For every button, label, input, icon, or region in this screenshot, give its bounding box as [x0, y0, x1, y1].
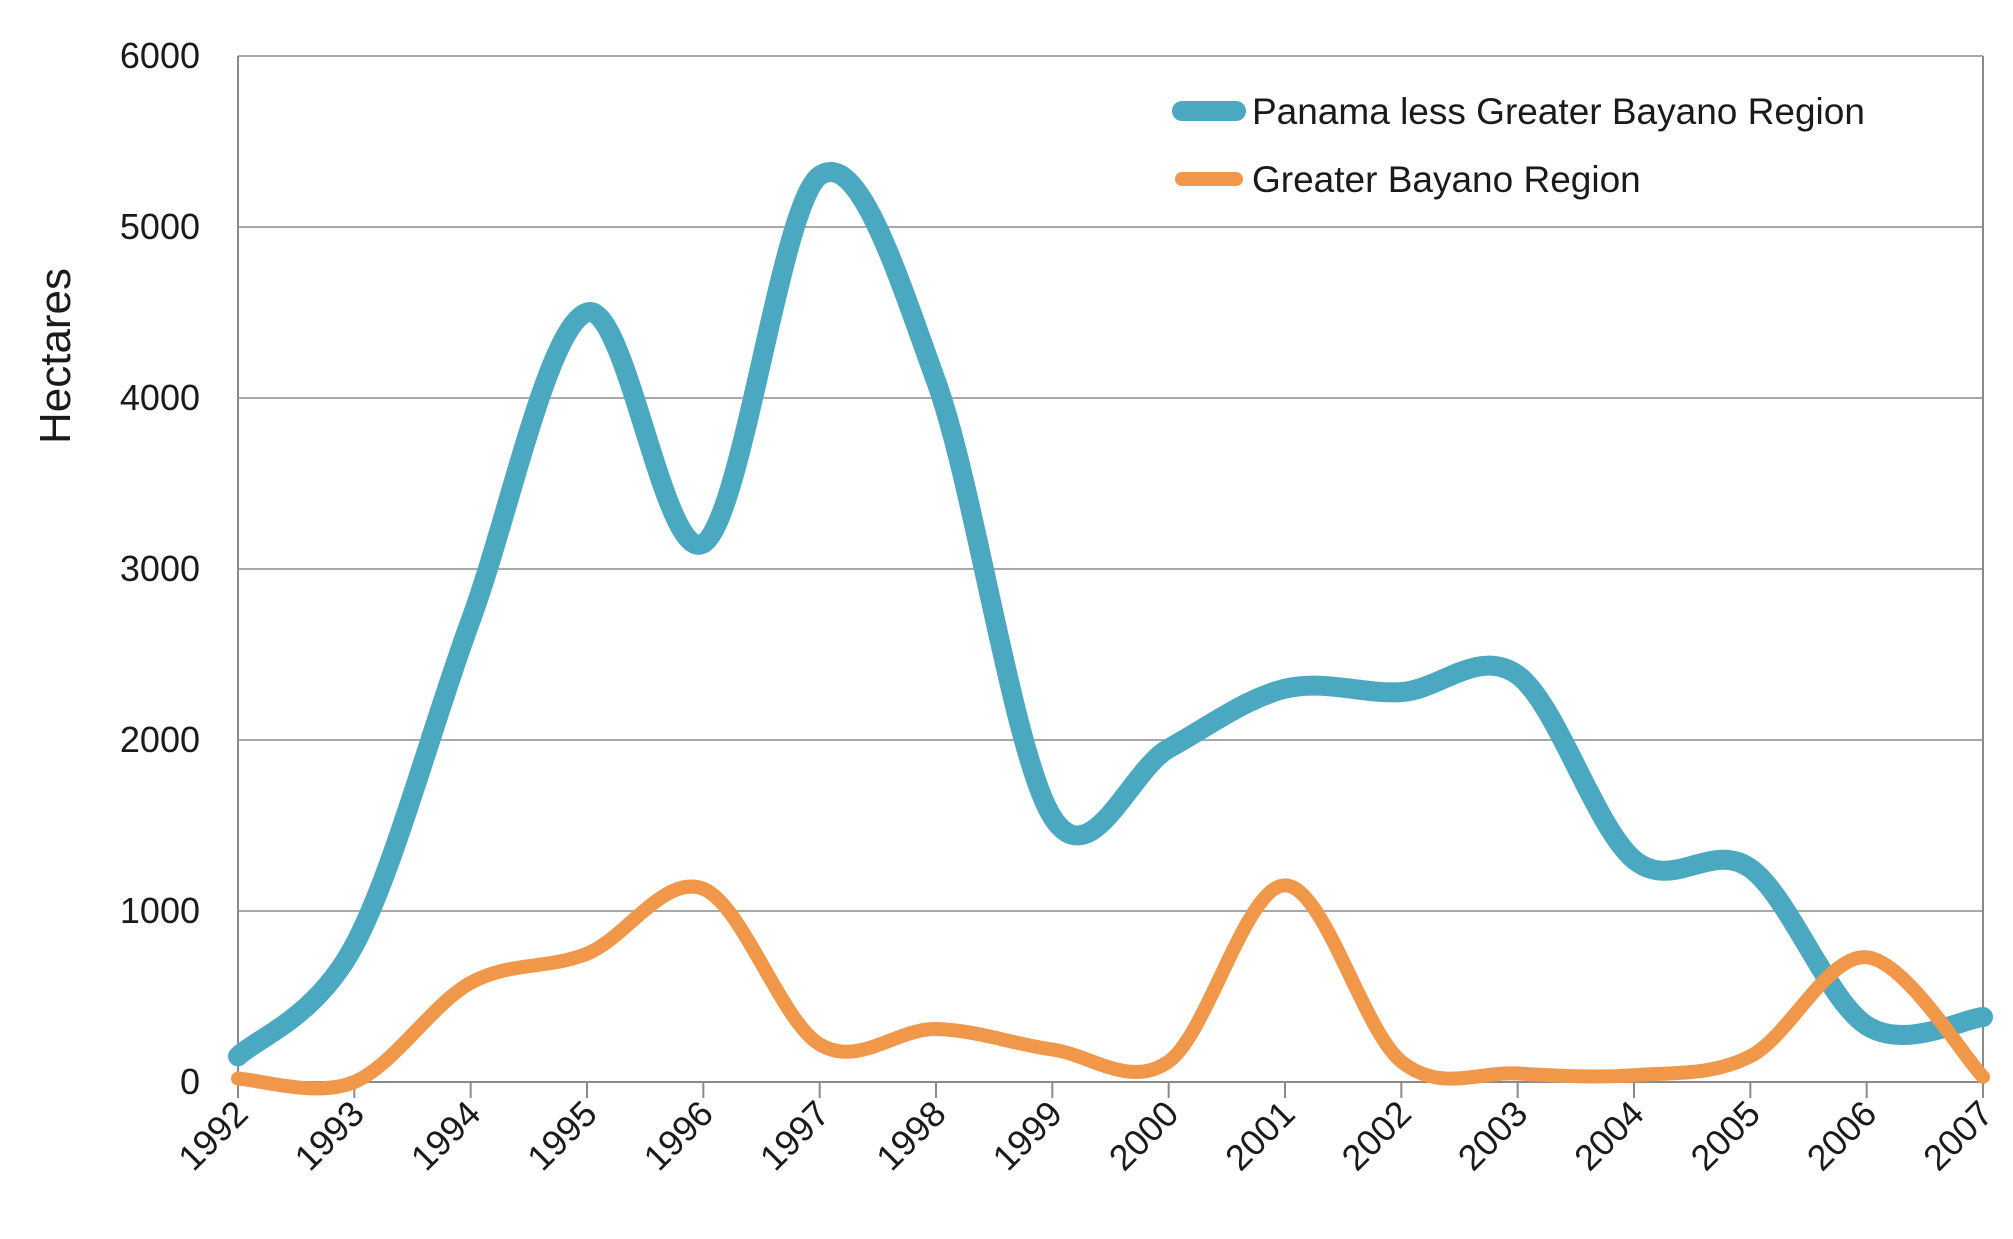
y-tick-label: 4000 [120, 377, 200, 418]
x-tick-label: 2003 [1450, 1093, 1536, 1179]
x-tick-label: 1996 [635, 1093, 721, 1179]
y-axis-title: Hectares [31, 268, 80, 444]
x-tick-label: 1997 [752, 1093, 838, 1179]
y-tick-label: 2000 [120, 719, 200, 760]
legend-label-2: Greater Bayano Region [1252, 159, 1641, 200]
x-tick-label: 2002 [1333, 1093, 1419, 1179]
x-tick-label: 1994 [403, 1093, 489, 1179]
x-tick-label: 2004 [1566, 1093, 1652, 1179]
x-tick-label: 1995 [519, 1093, 605, 1179]
series-line-2 [231, 878, 1990, 1096]
y-tick-label: 6000 [120, 35, 200, 76]
grid-layer [238, 55, 1983, 912]
x-tick-label: 2001 [1217, 1093, 1303, 1179]
y-tick-label: 0 [180, 1061, 200, 1102]
x-tick-label: 1998 [868, 1093, 954, 1179]
x-tick-label: 2005 [1682, 1093, 1768, 1179]
legend-label-1: Panama less Greater Bayano Region [1252, 91, 1865, 132]
axis-layer: 0 1000 2000 3000 4000 5000 6000 1992 1993 1994 199… [120, 35, 2001, 1178]
x-tick-label: 1999 [984, 1093, 1070, 1179]
x-tick-label: 2000 [1101, 1093, 1187, 1179]
y-tick-label: 3000 [120, 548, 200, 589]
x-tick-label: 1992 [170, 1093, 256, 1179]
legend: Panama less Greater Bayano Region Greater… [1172, 91, 1865, 200]
x-tick-label: 2006 [1799, 1093, 1885, 1179]
series-line-1 [228, 162, 1993, 1067]
x-tick-label: 2007 [1915, 1093, 2001, 1179]
y-tick-label: 5000 [120, 206, 200, 247]
y-tick-label: 1000 [120, 890, 200, 931]
series-layer [228, 162, 1993, 1096]
x-tick-label: 1993 [286, 1093, 372, 1179]
